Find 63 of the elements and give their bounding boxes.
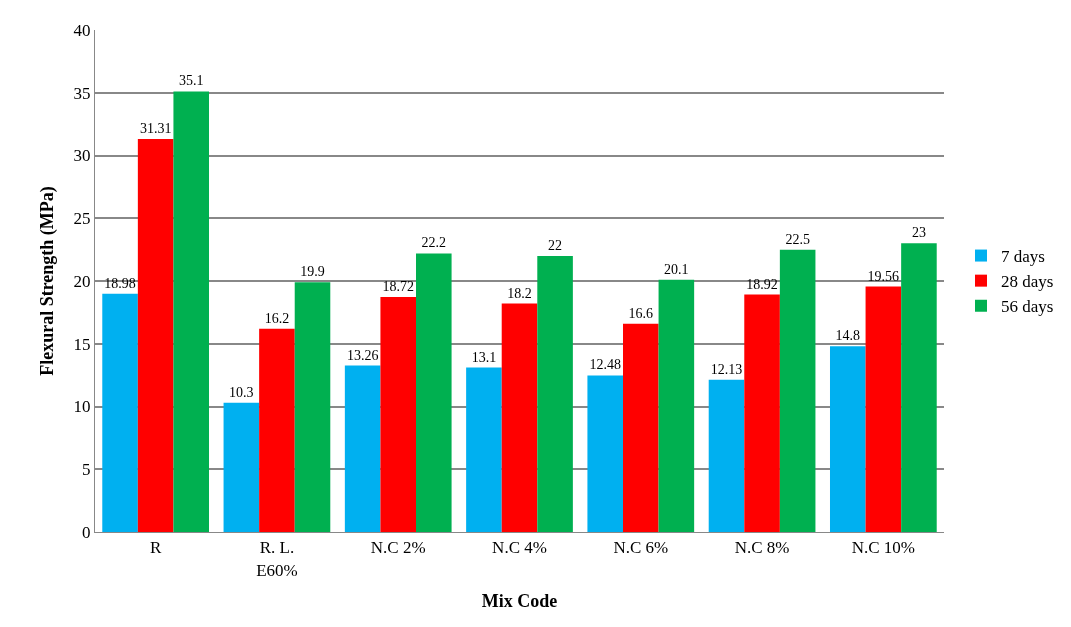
bar — [102, 293, 138, 532]
bar — [744, 294, 780, 532]
bar — [829, 346, 866, 532]
x-tick-label: N.C 10% — [851, 538, 915, 558]
data-label: 16.6 — [628, 305, 654, 321]
data-label: 31.31 — [139, 121, 172, 137]
data-label: 22.5 — [785, 231, 810, 247]
data-label: 22.2 — [421, 235, 447, 251]
y-axis-title: Flexural Strength (MPa) — [36, 186, 58, 376]
data-label: 18.2 — [507, 285, 532, 301]
y-tick-label: 40 — [73, 20, 91, 40]
data-label: 10.3 — [229, 384, 254, 400]
x-tick-label: N.C 6% — [613, 538, 669, 558]
data-label: 13.26 — [346, 347, 379, 363]
x-tick-label: R. L. E60% — [256, 538, 298, 580]
bar — [173, 91, 210, 532]
bar — [294, 282, 331, 532]
bar — [501, 303, 538, 532]
data-label: 13.1 — [471, 349, 497, 365]
y-tick-label: 30 — [73, 146, 91, 166]
data-label: 18.98 — [104, 275, 136, 291]
bar — [623, 323, 659, 532]
bar — [416, 253, 452, 532]
bar — [658, 279, 695, 532]
legend-label: 28 days — [1000, 272, 1054, 292]
bar — [587, 375, 623, 532]
legend-label: 7 days — [1000, 247, 1045, 267]
data-label: 19.9 — [300, 264, 325, 280]
data-label: 12.48 — [589, 357, 621, 373]
data-label: 20.1 — [664, 261, 689, 277]
legend-label: 56 days — [1000, 297, 1054, 317]
x-tick-label: R — [149, 538, 162, 558]
bar — [137, 139, 174, 532]
x-tick-label: N.C 2% — [370, 538, 426, 558]
y-tick-label: 35 — [73, 83, 91, 103]
x-tick-label: N.C 8% — [734, 538, 790, 558]
bar — [466, 367, 502, 532]
bar — [344, 365, 381, 532]
bar — [865, 286, 902, 532]
x-tick-label: N.C 4% — [492, 538, 547, 558]
bar — [708, 379, 745, 532]
data-label: 22 — [548, 237, 563, 253]
bar — [779, 249, 816, 532]
y-tick-label: 10 — [73, 397, 91, 417]
data-label: 12.13 — [710, 361, 743, 377]
bar — [901, 243, 937, 532]
data-label: 16.2 — [264, 310, 290, 326]
y-tick-label: 5 — [82, 460, 91, 480]
data-label: 35.1 — [178, 73, 204, 89]
bar — [259, 328, 295, 532]
y-tick-label: 25 — [73, 209, 91, 229]
data-label: 18.72 — [382, 279, 414, 295]
y-tick-label: 20 — [73, 271, 91, 291]
data-label: 23 — [911, 225, 926, 241]
data-label: 19.56 — [867, 268, 900, 284]
data-label: 14.8 — [835, 328, 861, 344]
bar — [380, 297, 416, 532]
data-label: 18.92 — [746, 276, 778, 292]
y-tick-label: 0 — [82, 522, 91, 542]
bar — [537, 255, 573, 532]
bar — [223, 402, 260, 532]
y-tick-label: 15 — [73, 334, 91, 354]
x-axis-title: Mix Code — [481, 590, 558, 611]
